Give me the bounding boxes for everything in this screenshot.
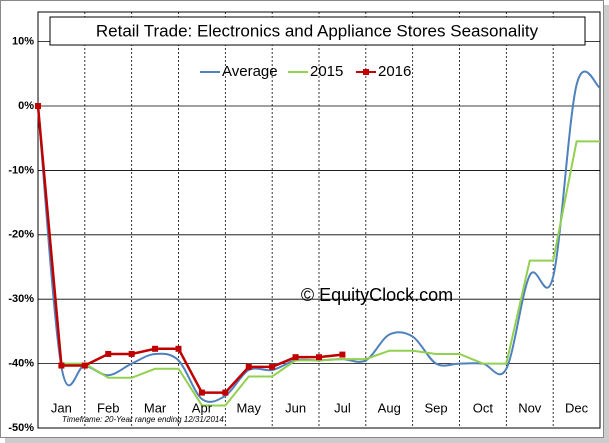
x-tick-label: Sep: [425, 400, 448, 415]
x-tick-label: Jul: [334, 400, 351, 415]
y-tick-label: -50%: [8, 422, 34, 434]
watermark: © EquityClock.com: [301, 285, 453, 305]
y-tick-label: 10%: [12, 36, 34, 48]
x-tick-label: Aug: [378, 400, 401, 415]
series-marker: [339, 351, 346, 358]
x-tick-label: Nov: [518, 400, 542, 415]
series-marker: [58, 362, 65, 369]
footnote: Timeframe: 20-Year range ending 12/31/20…: [62, 415, 224, 424]
x-tick-label: Mar: [144, 400, 167, 415]
x-tick-label: May: [236, 400, 261, 415]
title-box: [49, 16, 586, 46]
series-marker: [269, 363, 276, 370]
series-marker: [81, 362, 88, 369]
series-marker: [128, 350, 135, 357]
x-tick-label: Jun: [285, 400, 306, 415]
series-marker: [35, 103, 41, 110]
legend-label: 2016: [378, 63, 411, 80]
x-tick-label: Apr: [192, 400, 213, 415]
series-marker: [175, 345, 182, 352]
series-line: [36, 105, 343, 394]
legend-label: Average: [222, 63, 278, 80]
x-tick-label: Feb: [97, 400, 119, 415]
y-tick-label: -40%: [8, 358, 34, 370]
series-marker: [316, 354, 322, 361]
legend-marker: [363, 69, 369, 75]
legend-label: 2015: [310, 63, 343, 80]
series-marker: [245, 363, 252, 370]
series-marker: [152, 345, 159, 352]
series-marker: [222, 389, 229, 396]
series-marker: [105, 350, 112, 357]
y-tick-label: -30%: [8, 293, 34, 305]
y-tick-label: 0%: [18, 100, 34, 112]
y-tick-label: -20%: [8, 229, 34, 241]
x-tick-label: Oct: [473, 400, 494, 415]
series-line: [37, 105, 600, 407]
shadow: [5, 438, 609, 443]
series-marker: [198, 389, 205, 396]
shadow: [604, 5, 609, 441]
y-tick-label: -10%: [8, 164, 34, 176]
chart-title: Retail Trade: Electronics and Appliance …: [96, 21, 539, 40]
x-tick-label: Jan: [51, 400, 72, 415]
x-tick-label: Dec: [565, 400, 589, 415]
series-marker: [292, 354, 299, 361]
